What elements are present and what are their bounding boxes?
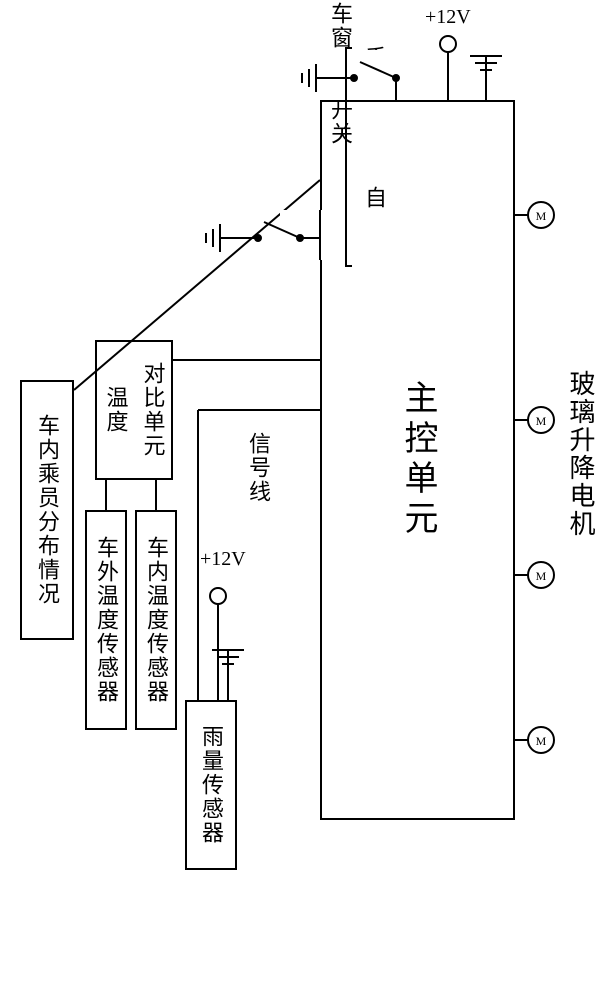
rain-12v-circle xyxy=(210,588,226,604)
switches-clean xyxy=(206,48,410,266)
svg-text:M: M xyxy=(536,209,547,223)
svg-text:M: M xyxy=(536,569,547,583)
svg-text:M: M xyxy=(536,734,547,748)
svg-text:M: M xyxy=(536,414,547,428)
main-12v-circle xyxy=(440,36,456,52)
motors: M M M M xyxy=(515,202,554,753)
wiring-svg: M M M M xyxy=(0,0,613,1000)
